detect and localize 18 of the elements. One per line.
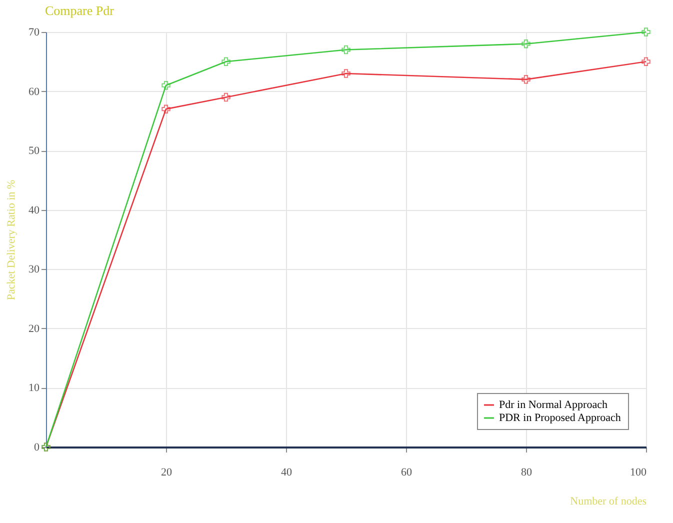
x-tick-label: 40	[281, 466, 292, 478]
x-tick-label: 60	[401, 466, 412, 478]
x-tick-label: 20	[161, 466, 172, 478]
y-tick-label: 70	[28, 26, 40, 38]
y-tick-label: 60	[28, 86, 40, 98]
y-tick-label: 40	[28, 204, 40, 216]
x-axis-title: Number of nodes	[570, 496, 646, 508]
chart-title: Compare Pdr	[45, 3, 115, 18]
y-tick-label: 30	[28, 264, 40, 276]
legend-label: Pdr in Normal Approach	[499, 399, 608, 411]
y-tick-label: 20	[28, 322, 40, 335]
y-tick-label: 10	[28, 382, 40, 394]
y-tick-label: 0	[34, 442, 40, 454]
x-tick-label: 80	[521, 466, 532, 478]
y-tick-label: 50	[28, 145, 40, 158]
legend-label: PDR in Proposed Approach	[499, 412, 622, 424]
y-axis-title: Packet Delivery Ratio in %	[6, 180, 18, 300]
x-tick-label: 100	[630, 466, 647, 478]
